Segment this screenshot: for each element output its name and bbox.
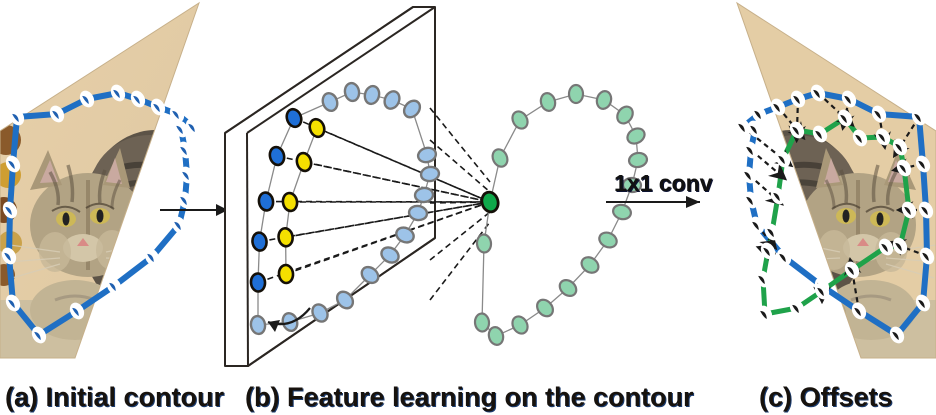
svg-text:(b) Feature learning on the co: (b) Feature learning on the contour <box>245 382 694 412</box>
svg-text:(c) Offsets: (c) Offsets <box>759 382 893 412</box>
svg-text:1x1 conv: 1x1 conv <box>614 170 713 196</box>
svg-text:(a) Initial contour: (a) Initial contour <box>5 382 224 412</box>
